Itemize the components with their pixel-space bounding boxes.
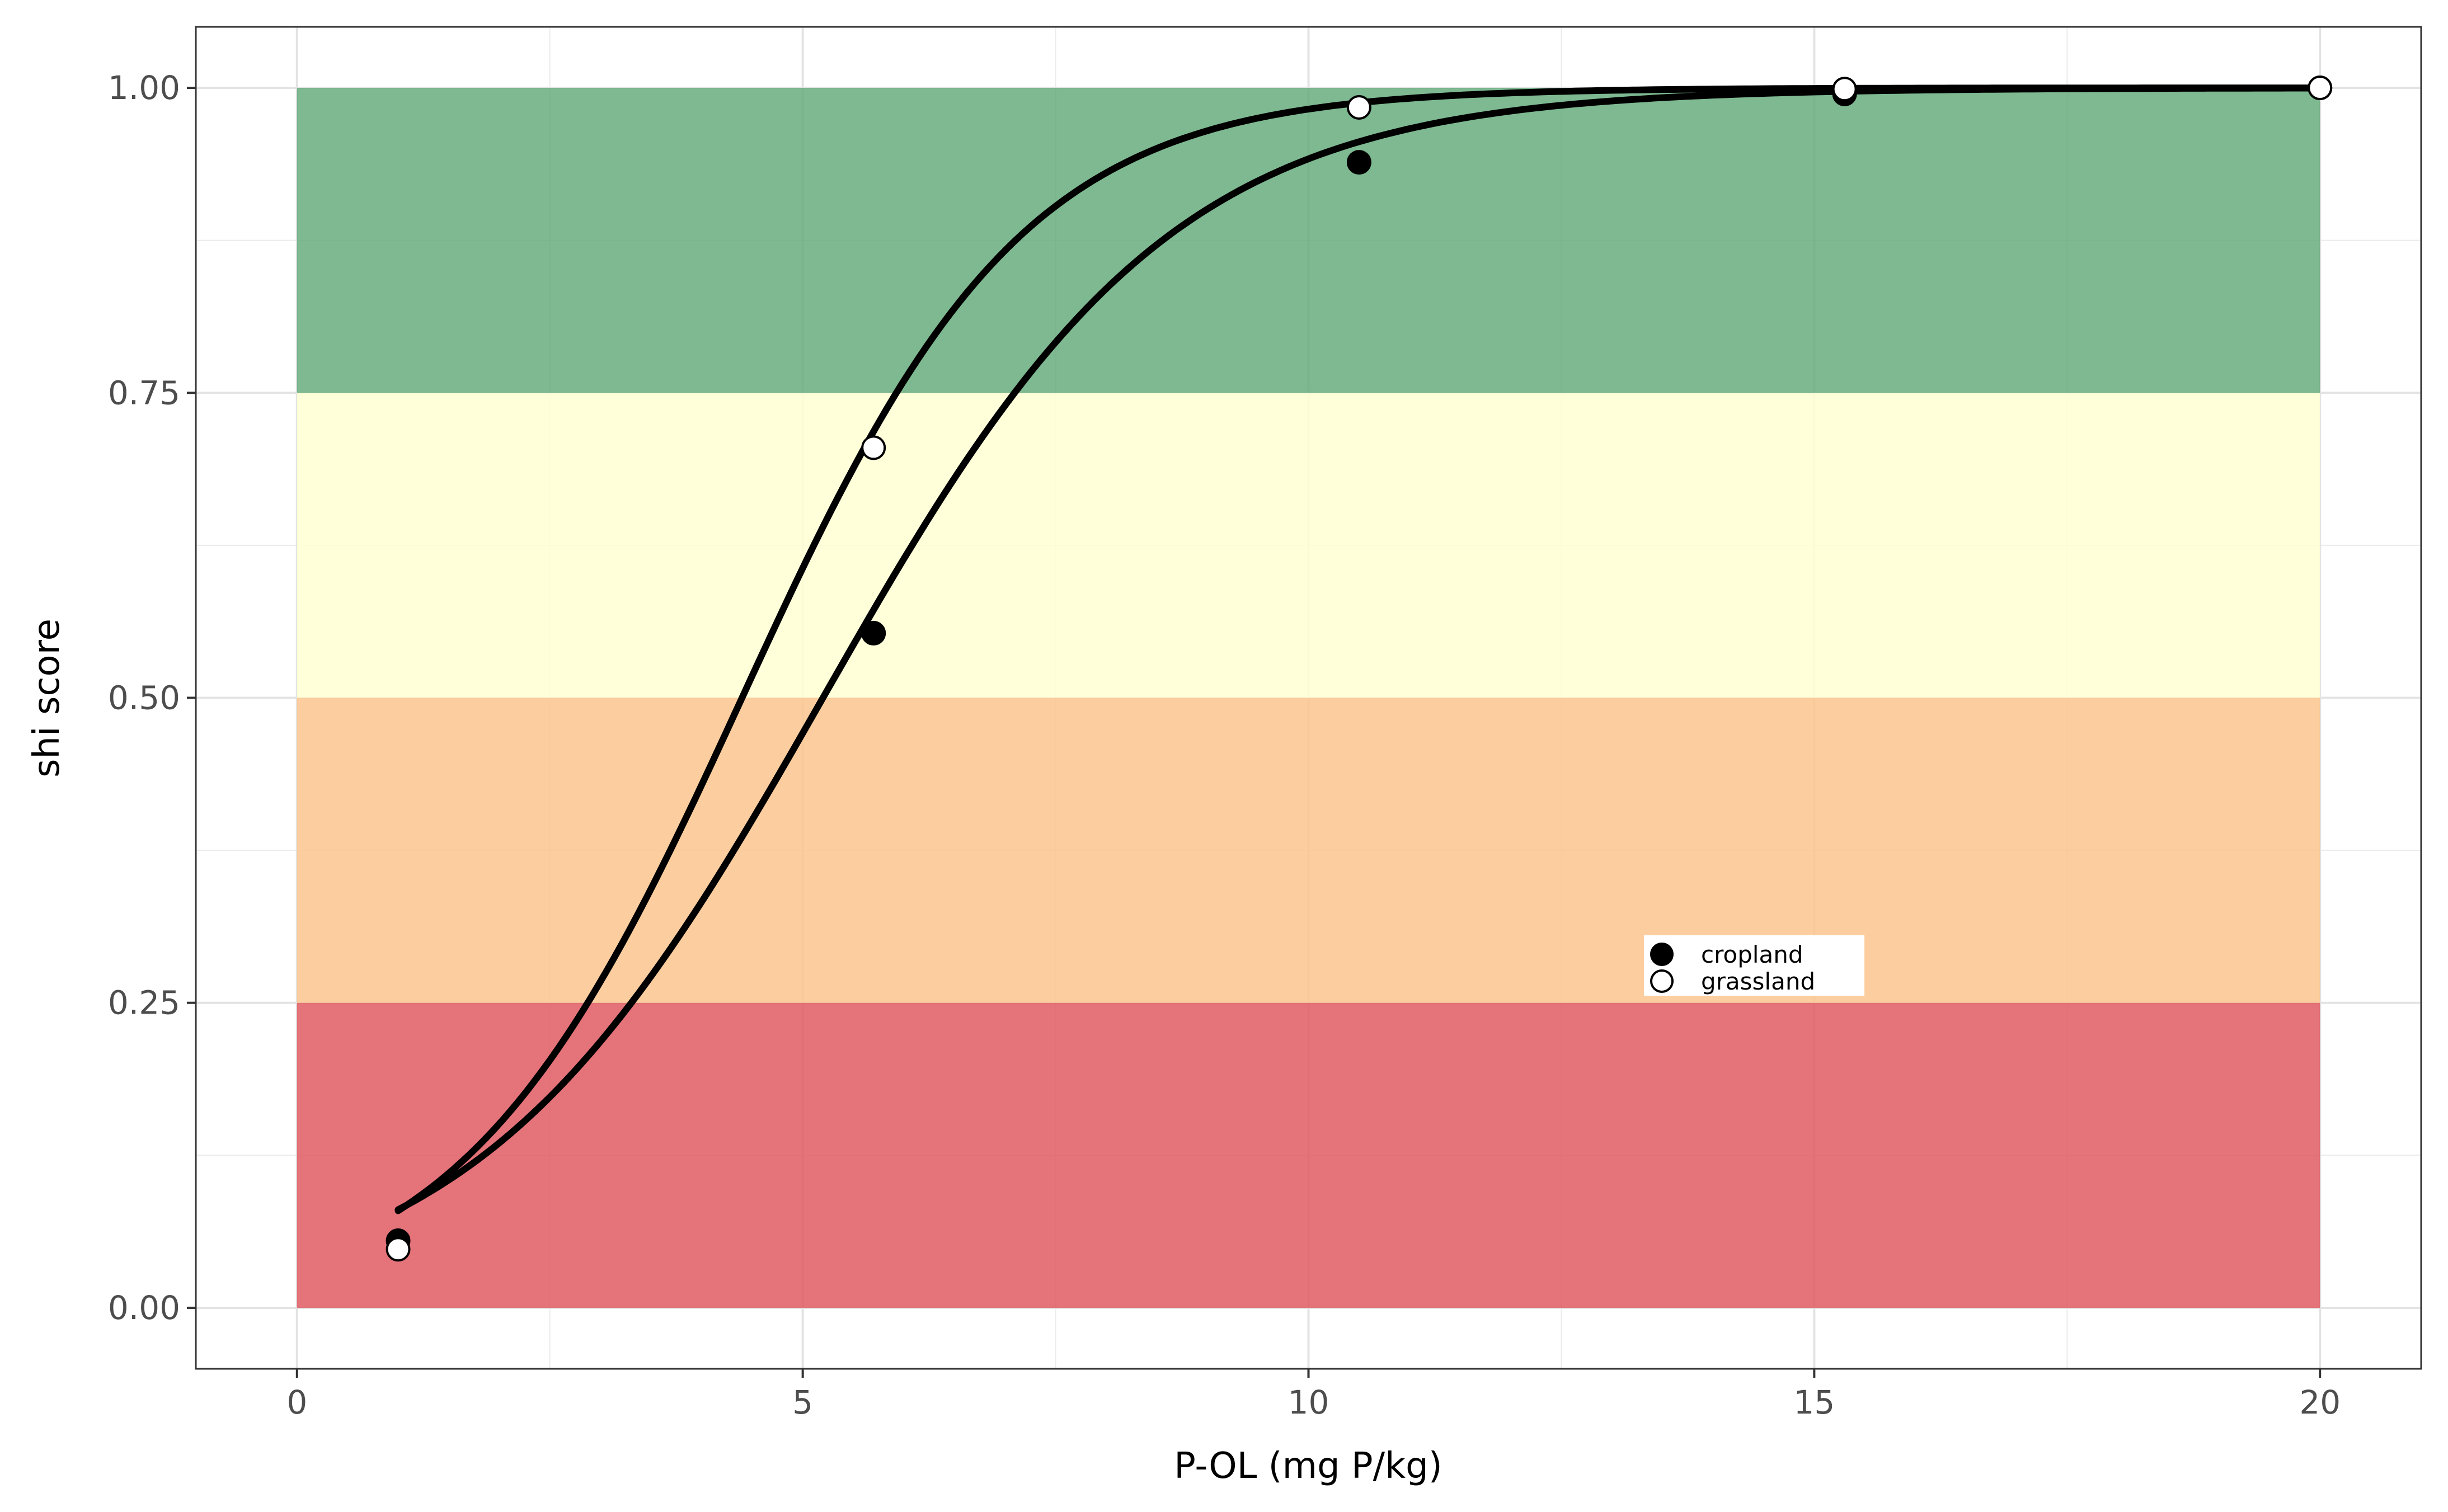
- data-points: [386, 76, 2333, 1262]
- legend-box: [1644, 935, 1864, 996]
- data-point-cropland: [861, 620, 886, 646]
- axes: 0 5 10 15 20 0.00 0.25 0.50 0.75 1.00: [108, 69, 2341, 1421]
- data-point-grassland: [861, 435, 886, 460]
- score-band-3: [297, 88, 2320, 393]
- data-point-grassland: [1346, 95, 1371, 120]
- x-tick-label: 10: [1288, 1383, 1329, 1421]
- data-point-grassland: [1832, 77, 1857, 102]
- data-point-grassland: [2308, 76, 2333, 101]
- legend: cropland grassland: [1644, 935, 1864, 996]
- score-bands: [297, 88, 2320, 1308]
- x-tick-label: 20: [2299, 1383, 2341, 1421]
- y-axis-title: shi score: [26, 619, 68, 778]
- y-tick-label: 0.75: [108, 374, 180, 412]
- y-tick-label: 1.00: [108, 69, 180, 107]
- legend-key-grassland: [1650, 969, 1674, 993]
- score-band-0: [297, 1002, 2320, 1308]
- legend-label-cropland: cropland: [1701, 941, 1803, 968]
- x-tick-label: 15: [1793, 1383, 1835, 1421]
- data-point-cropland: [1346, 150, 1371, 175]
- x-tick-label: 0: [286, 1383, 307, 1421]
- legend-label-grassland: grassland: [1701, 968, 1815, 995]
- y-tick-label: 0.50: [108, 679, 180, 717]
- y-tick-label: 0.25: [108, 984, 180, 1022]
- y-tick-label: 0.00: [108, 1289, 180, 1327]
- score-band-1: [297, 698, 2320, 1003]
- score-band-2: [297, 393, 2320, 698]
- x-tick-label: 5: [792, 1383, 813, 1421]
- data-point-grassland: [386, 1237, 411, 1262]
- legend-key-cropland: [1650, 943, 1674, 966]
- x-axis-title: P-OL (mg P/kg): [1174, 1445, 1443, 1487]
